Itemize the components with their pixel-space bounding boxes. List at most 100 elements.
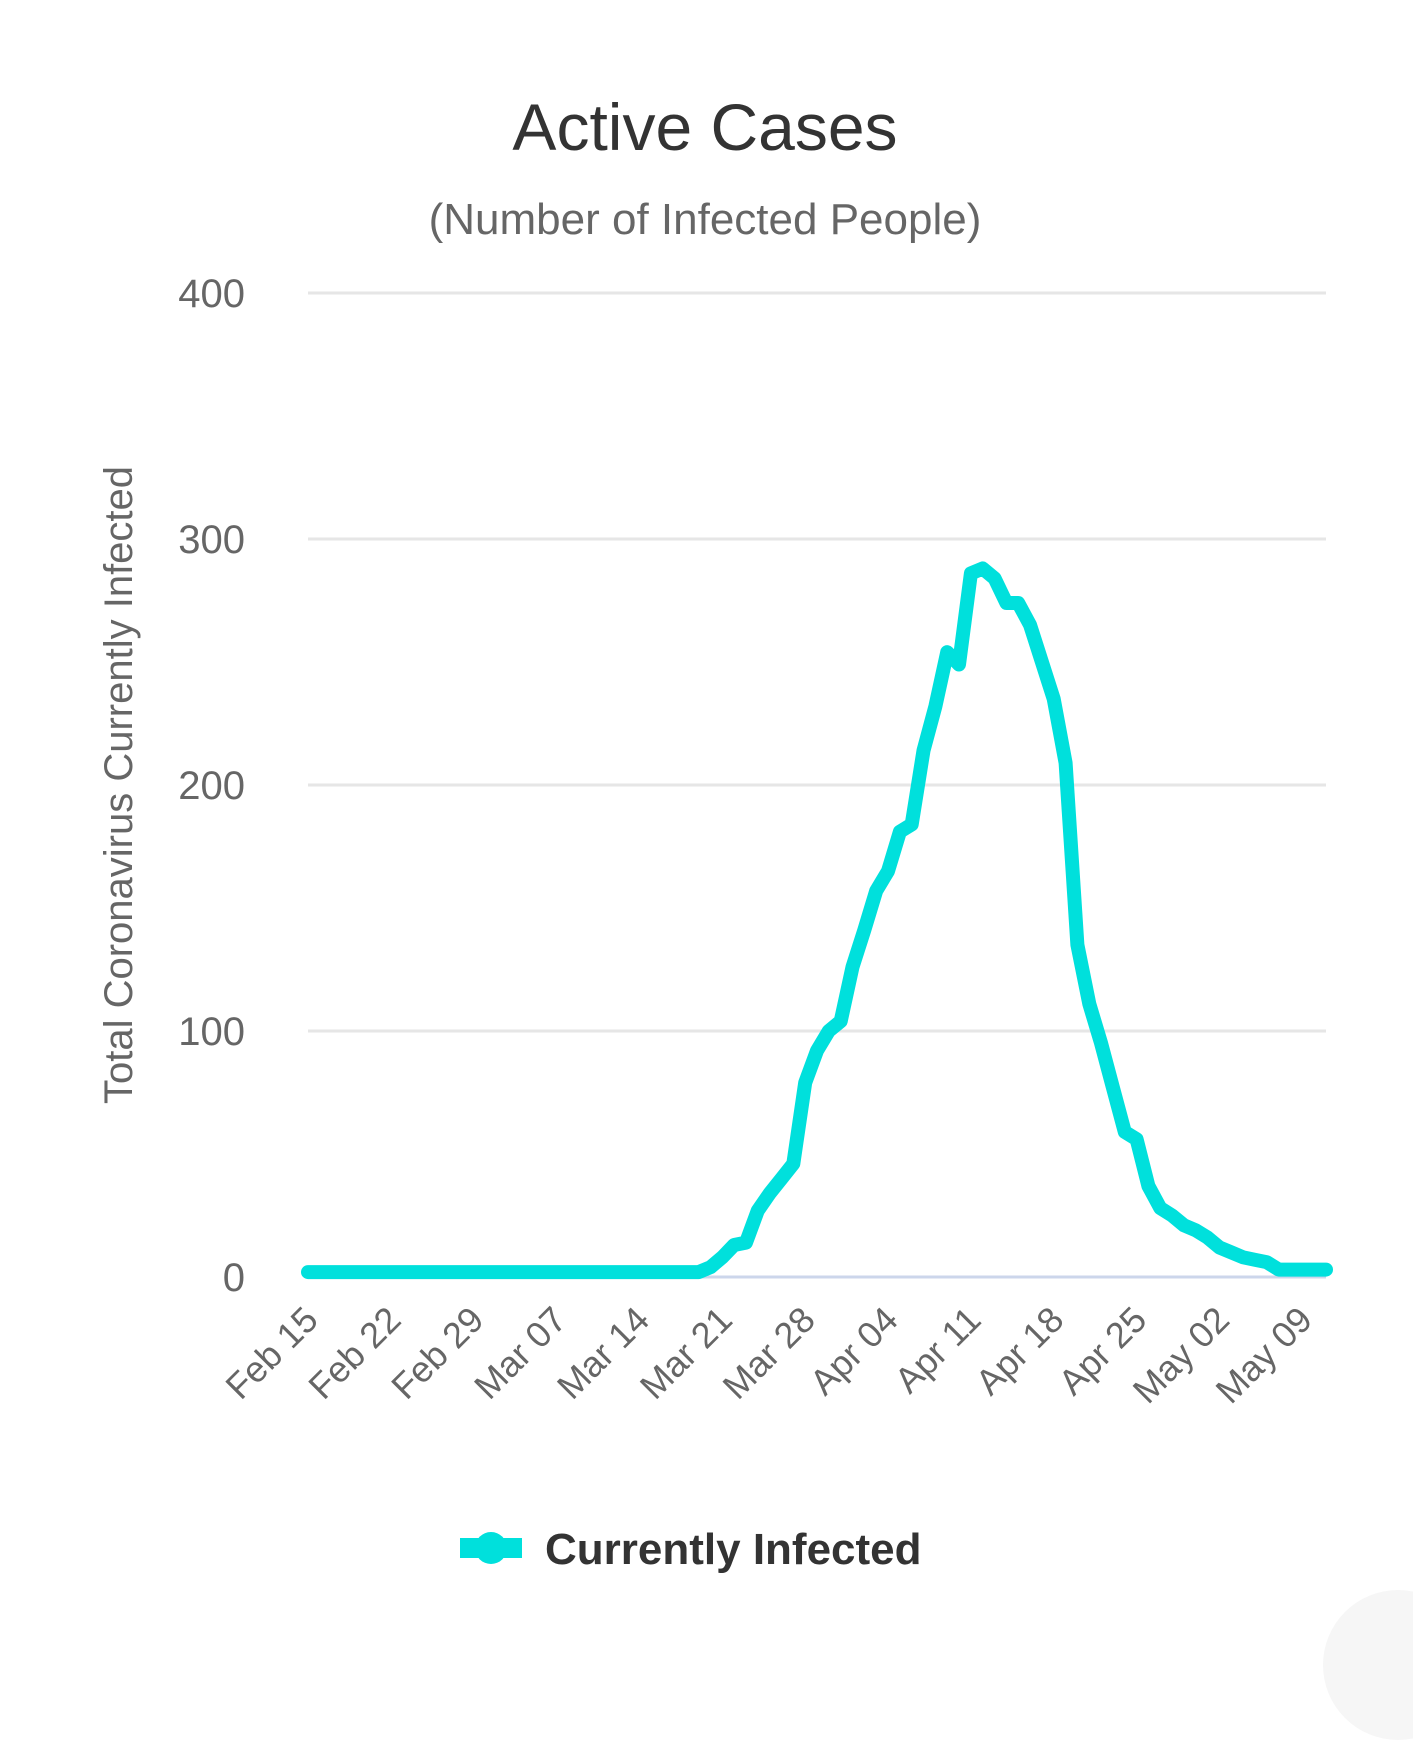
data-point[interactable] (366, 1271, 368, 1273)
data-point[interactable] (1041, 661, 1043, 663)
data-point[interactable] (603, 1271, 605, 1273)
data-point[interactable] (1218, 1246, 1220, 1248)
data-point[interactable] (1207, 1237, 1209, 1239)
y-axis-label: Total Coronavirus Currently Infected (97, 466, 141, 1104)
x-tick-label: Feb 22 (300, 1299, 408, 1407)
data-point[interactable] (757, 1210, 759, 1212)
data-point[interactable] (378, 1271, 380, 1273)
data-point[interactable] (852, 966, 854, 968)
data-point[interactable] (1301, 1269, 1303, 1271)
data-point[interactable] (698, 1271, 700, 1273)
data-point[interactable] (982, 568, 984, 570)
data-point[interactable] (532, 1271, 534, 1273)
data-point[interactable] (1289, 1269, 1291, 1271)
data-point[interactable] (461, 1271, 463, 1273)
data-point[interactable] (1278, 1269, 1280, 1271)
data-point[interactable] (780, 1178, 782, 1180)
data-point[interactable] (591, 1271, 593, 1273)
data-point[interactable] (709, 1266, 711, 1268)
data-point[interactable] (1017, 602, 1019, 604)
data-point[interactable] (1183, 1224, 1185, 1226)
data-point[interactable] (1100, 1042, 1102, 1044)
data-point[interactable] (662, 1271, 664, 1273)
data-point[interactable] (1053, 698, 1055, 700)
data-point[interactable] (686, 1271, 688, 1273)
data-point[interactable] (1147, 1185, 1149, 1187)
data-point[interactable] (544, 1271, 546, 1273)
data-point[interactable] (331, 1271, 333, 1273)
data-point[interactable] (319, 1271, 321, 1273)
data-point[interactable] (1112, 1087, 1114, 1089)
data-point[interactable] (1029, 624, 1031, 626)
data-point[interactable] (567, 1271, 569, 1273)
data-point[interactable] (816, 1050, 818, 1052)
data-point[interactable] (1325, 1269, 1327, 1271)
data-point[interactable] (449, 1271, 451, 1273)
data-point[interactable] (1136, 1138, 1138, 1140)
data-point[interactable] (958, 663, 960, 665)
data-point[interactable] (520, 1271, 522, 1273)
data-point[interactable] (946, 651, 948, 653)
data-point[interactable] (496, 1271, 498, 1273)
data-point[interactable] (1313, 1269, 1315, 1271)
data-point[interactable] (769, 1192, 771, 1194)
data-point[interactable] (1076, 944, 1078, 946)
data-point[interactable] (934, 705, 936, 707)
data-point[interactable] (911, 823, 913, 825)
data-point[interactable] (875, 890, 877, 892)
data-point[interactable] (579, 1271, 581, 1273)
y-tick-label: 100 (178, 1010, 245, 1054)
data-point[interactable] (923, 750, 925, 752)
data-point[interactable] (899, 831, 901, 833)
y-tick-label: 400 (178, 272, 245, 316)
data-point[interactable] (354, 1271, 356, 1273)
data-point[interactable] (887, 870, 889, 872)
data-point[interactable] (792, 1163, 794, 1165)
data-point[interactable] (1242, 1256, 1244, 1258)
data-point[interactable] (1159, 1207, 1161, 1209)
data-point[interactable] (1230, 1251, 1232, 1253)
legend[interactable]: Currently Infected (460, 1525, 922, 1574)
data-point[interactable] (970, 572, 972, 574)
x-tick-label: Apr 04 (802, 1299, 906, 1403)
chart-subtitle: (Number of Infected People) (429, 195, 982, 244)
data-point[interactable] (745, 1242, 747, 1244)
data-point[interactable] (828, 1030, 830, 1032)
data-point[interactable] (307, 1271, 309, 1273)
x-tick-label: Mar 14 (549, 1299, 657, 1407)
data-point[interactable] (1195, 1229, 1197, 1231)
data-point[interactable] (650, 1271, 652, 1273)
y-tick-label: 200 (178, 764, 245, 808)
data-point[interactable] (615, 1271, 617, 1273)
data-point[interactable] (1124, 1131, 1126, 1133)
data-point[interactable] (1088, 1003, 1090, 1005)
data-point[interactable] (1266, 1261, 1268, 1263)
x-tick-label: Apr 18 (967, 1299, 1071, 1403)
series-line-currently-infected[interactable] (301, 561, 1333, 1280)
x-tick-label: Mar 07 (466, 1299, 574, 1407)
data-point[interactable] (556, 1271, 558, 1273)
data-point[interactable] (1171, 1215, 1173, 1216)
data-point[interactable] (804, 1082, 806, 1084)
data-point[interactable] (1065, 762, 1067, 764)
data-point[interactable] (402, 1271, 404, 1273)
data-point[interactable] (733, 1244, 735, 1246)
data-point[interactable] (485, 1271, 487, 1273)
x-tick-label: Mar 28 (715, 1299, 823, 1407)
data-point[interactable] (414, 1271, 416, 1273)
data-point[interactable] (721, 1256, 723, 1258)
data-point[interactable] (508, 1271, 510, 1273)
data-point[interactable] (1005, 602, 1007, 604)
data-point[interactable] (840, 1020, 842, 1022)
data-point[interactable] (863, 929, 865, 931)
data-point[interactable] (425, 1271, 427, 1273)
data-point[interactable] (994, 577, 996, 579)
data-point[interactable] (674, 1271, 676, 1273)
data-point[interactable] (473, 1271, 475, 1273)
data-point[interactable] (1254, 1259, 1256, 1261)
data-point[interactable] (437, 1271, 439, 1273)
data-point[interactable] (638, 1271, 640, 1273)
data-point[interactable] (627, 1271, 629, 1273)
data-point[interactable] (343, 1271, 345, 1273)
data-point[interactable] (390, 1271, 392, 1273)
